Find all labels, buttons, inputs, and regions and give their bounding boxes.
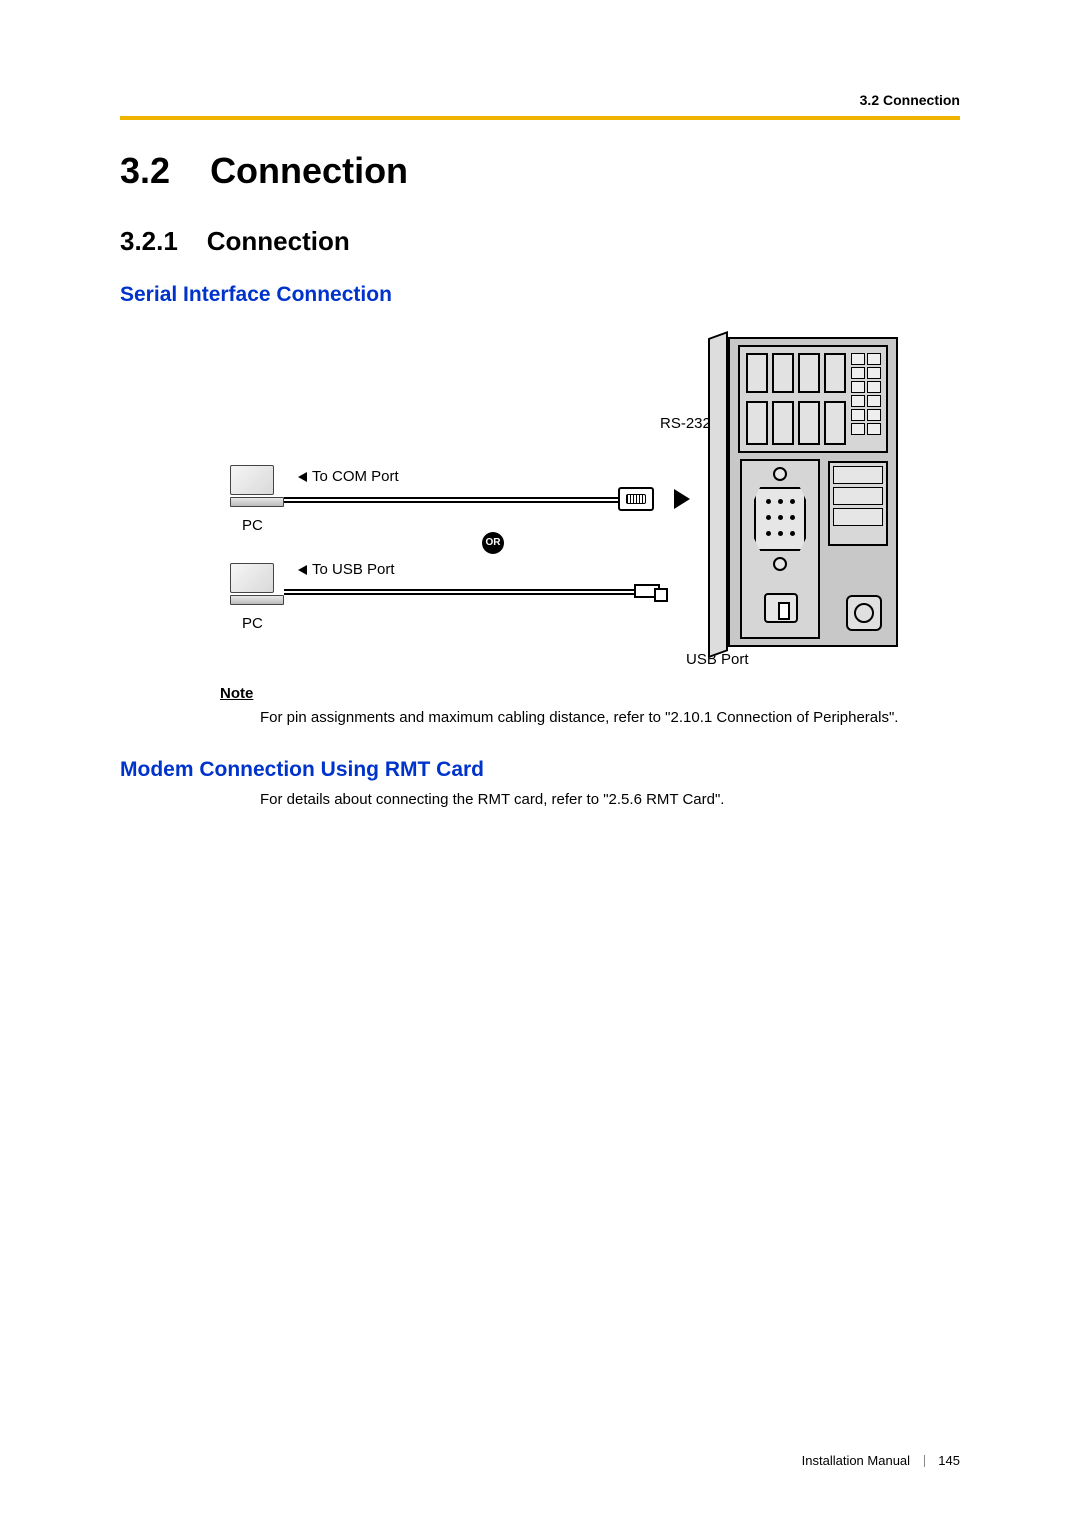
rs232-port-icon xyxy=(754,487,806,551)
fan-icon xyxy=(846,595,882,631)
h1-title: Connection xyxy=(210,150,408,191)
h2-number: 3.2.1 xyxy=(120,226,178,256)
arrow-icon xyxy=(674,489,690,509)
h1-number: 3.2 xyxy=(120,150,170,191)
device-port-panel xyxy=(740,459,820,639)
or-badge: OR xyxy=(482,532,504,554)
note-text: For pin assignments and maximum cabling … xyxy=(260,708,930,728)
h2-title: Connection xyxy=(207,226,350,256)
cable-usb xyxy=(284,589,634,591)
cable-com xyxy=(284,497,620,499)
cable-usb xyxy=(284,593,634,595)
heading-2: 3.2.1 Connection xyxy=(120,226,960,257)
cable-com xyxy=(284,501,620,503)
label-to-usb: To USB Port xyxy=(312,561,395,578)
heading-1: 3.2 Connection xyxy=(120,150,960,192)
footer-page-number: 145 xyxy=(938,1453,960,1468)
header-section-ref: 3.2 Connection xyxy=(860,92,960,108)
device-side-panel xyxy=(828,461,888,546)
usb-port-icon xyxy=(764,593,798,623)
serial-diagram: RS-232C Port PC To COM Port OR PC To USB… xyxy=(220,337,920,667)
footer-separator xyxy=(924,1455,925,1467)
modem-heading: Modem Connection Using RMT Card xyxy=(120,758,960,782)
label-pc2: PC xyxy=(242,615,263,632)
header-rule xyxy=(120,116,960,120)
arrow-icon xyxy=(298,472,307,482)
arrow-icon xyxy=(298,565,307,575)
footer-manual: Installation Manual xyxy=(802,1453,910,1468)
serial-heading: Serial Interface Connection xyxy=(120,283,960,307)
label-pc1: PC xyxy=(242,517,263,534)
pc-icon xyxy=(230,563,284,605)
note-label: Note xyxy=(220,685,960,702)
label-to-com: To COM Port xyxy=(312,468,399,485)
device-side-face xyxy=(708,331,728,658)
page-footer: Installation Manual 145 xyxy=(802,1453,960,1468)
page: 3.2 Connection 3.2 Connection 3.2.1 Conn… xyxy=(0,0,1080,1528)
device-unit xyxy=(728,337,898,647)
usb-plug-icon xyxy=(634,584,660,598)
pc-icon xyxy=(230,465,284,507)
modem-text: For details about connecting the RMT car… xyxy=(260,790,930,810)
serial-plug-icon xyxy=(618,487,654,511)
device-top-panel xyxy=(738,345,888,453)
